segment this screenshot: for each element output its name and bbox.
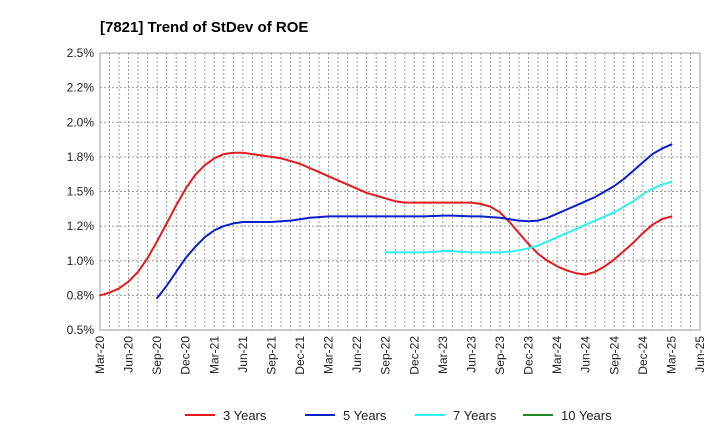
- series-line-3-years: [99, 151, 673, 297]
- x-tick-label: Sep-20: [150, 336, 164, 375]
- x-tick-label: Jun-22: [350, 336, 364, 373]
- x-tick-label: Mar-24: [550, 336, 564, 374]
- x-tick-label: Mar-22: [322, 336, 336, 374]
- y-tick-label: 2.5%: [67, 46, 95, 60]
- grid: [100, 53, 700, 330]
- x-tick-label: Jun-24: [579, 336, 593, 373]
- legend-label: 3 Years: [223, 408, 267, 423]
- y-tick-label: 0.5%: [67, 323, 95, 337]
- y-axis: 0.5% 0.8% 1.0% 1.2% 1.5% 1.8% 2.0% 2.2% 2.5%: [67, 46, 95, 337]
- legend-label: 10 Years: [561, 408, 612, 423]
- x-tick-label: Mar-20: [93, 336, 107, 374]
- x-tick-label: Dec-20: [179, 336, 193, 375]
- x-tick-label: Sep-22: [379, 336, 393, 375]
- legend: 3 Years 5 Years 7 Years 10 Years: [185, 408, 612, 423]
- x-tick-label: Dec-22: [407, 336, 421, 375]
- series-line-7-years: [384, 180, 673, 254]
- x-tick-label: Jun-25: [693, 336, 707, 373]
- x-tick-label: Dec-21: [293, 336, 307, 375]
- chart-title: [7821] Trend of StDev of ROE: [100, 19, 308, 36]
- x-tick-label: Mar-21: [207, 336, 221, 374]
- x-tick-label: Jun-23: [464, 336, 478, 373]
- x-tick-label: Sep-23: [493, 336, 507, 375]
- x-tick-label: Mar-23: [436, 336, 450, 374]
- y-tick-label: 1.0%: [67, 254, 95, 268]
- x-tick-label: Dec-24: [636, 336, 650, 375]
- x-tick-label: Mar-25: [664, 336, 678, 374]
- legend-label: 7 Years: [453, 408, 497, 423]
- y-tick-label: 1.5%: [67, 185, 95, 199]
- x-tick-label: Jun-21: [236, 336, 250, 373]
- y-tick-label: 1.8%: [67, 150, 95, 164]
- y-tick-label: 1.2%: [67, 219, 95, 233]
- x-tick-label: Sep-21: [264, 336, 278, 375]
- series-lines: [99, 143, 673, 300]
- series-line-5-years: [156, 143, 673, 300]
- y-tick-label: 0.8%: [67, 288, 95, 302]
- x-axis: Mar-20 Jun-20 Sep-20 Dec-20 Mar-21 Jun-21 Sep-…: [93, 336, 707, 375]
- y-tick-label: 2.0%: [67, 115, 95, 129]
- x-tick-label: Dec-23: [522, 336, 536, 375]
- x-tick-label: Jun-20: [122, 336, 136, 373]
- legend-label: 5 Years: [343, 408, 387, 423]
- x-tick-label: Sep-24: [607, 336, 621, 375]
- y-tick-label: 2.2%: [67, 81, 95, 95]
